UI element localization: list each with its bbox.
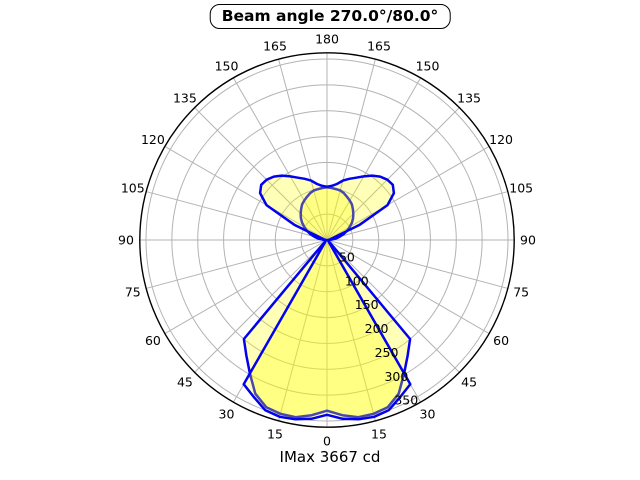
- angle-tick-label: 105: [509, 181, 533, 196]
- polar-grid-spoke: [146, 191, 328, 241]
- polar-grid-spoke: [326, 107, 460, 241]
- polar-grid-spoke: [326, 239, 490, 335]
- angle-tick-label: 0: [323, 434, 331, 449]
- chart-title: Beam angle 270.0°/80.0°: [209, 4, 451, 29]
- imax-label: IMax 3667 cd: [279, 448, 381, 466]
- polar-grid-spoke: [326, 59, 376, 241]
- polar-grid-spoke: [194, 107, 328, 241]
- angle-tick-label: 150: [215, 58, 239, 73]
- radial-tick-label: 350: [394, 393, 418, 408]
- polar-grid-spoke: [326, 191, 508, 241]
- radial-tick-label: 300: [384, 369, 408, 384]
- angle-tick-label: 75: [125, 285, 141, 300]
- angle-tick-label: 150: [416, 58, 440, 73]
- outer-ring: [139, 52, 515, 428]
- radial-tick-label: 100: [345, 273, 369, 288]
- polar-grid-spoke: [278, 59, 328, 241]
- radial-tick-label: 200: [365, 321, 389, 336]
- angle-tick-label: 60: [493, 333, 509, 348]
- angle-tick-label: 180: [315, 32, 339, 47]
- polar-grid-spoke: [164, 145, 328, 241]
- angle-tick-label: 165: [367, 38, 391, 53]
- radial-tick-label: 150: [355, 297, 379, 312]
- polar-grid-spoke: [164, 239, 328, 335]
- radial-tick-label: 50: [339, 249, 355, 264]
- angle-tick-label: 135: [457, 90, 481, 105]
- angle-tick-label: 105: [121, 181, 145, 196]
- angle-tick-label: 15: [371, 427, 387, 442]
- polar-grid-spoke: [326, 239, 376, 421]
- angle-tick-label: 90: [118, 233, 134, 248]
- polar-grid-spoke: [326, 77, 422, 241]
- radial-tick-label: 250: [375, 345, 399, 360]
- angle-tick-label: 30: [420, 407, 436, 422]
- angle-tick-label: 90: [520, 233, 536, 248]
- angle-tick-label: 165: [263, 38, 287, 53]
- polar-grid-spoke: [146, 239, 328, 289]
- polar-grid-spoke: [194, 239, 328, 373]
- angle-tick-label: 45: [461, 375, 477, 390]
- angle-tick-label: 135: [173, 90, 197, 105]
- angle-tick-label: 120: [489, 132, 513, 147]
- intensity-curve-1: [242, 174, 412, 421]
- angle-tick-label: 15: [267, 427, 283, 442]
- angle-tick-label: 45: [177, 375, 193, 390]
- angle-tick-label: 30: [219, 407, 235, 422]
- polar-grid-spoke: [326, 239, 508, 289]
- polar-grid-spoke: [278, 239, 328, 421]
- angle-tick-label: 60: [145, 333, 161, 348]
- polar-grid-spoke: [326, 239, 460, 373]
- polar-grid-spoke: [326, 145, 490, 241]
- polar-grid-spoke: [232, 77, 328, 241]
- angle-tick-label: 75: [513, 285, 529, 300]
- angle-tick-label: 120: [141, 132, 165, 147]
